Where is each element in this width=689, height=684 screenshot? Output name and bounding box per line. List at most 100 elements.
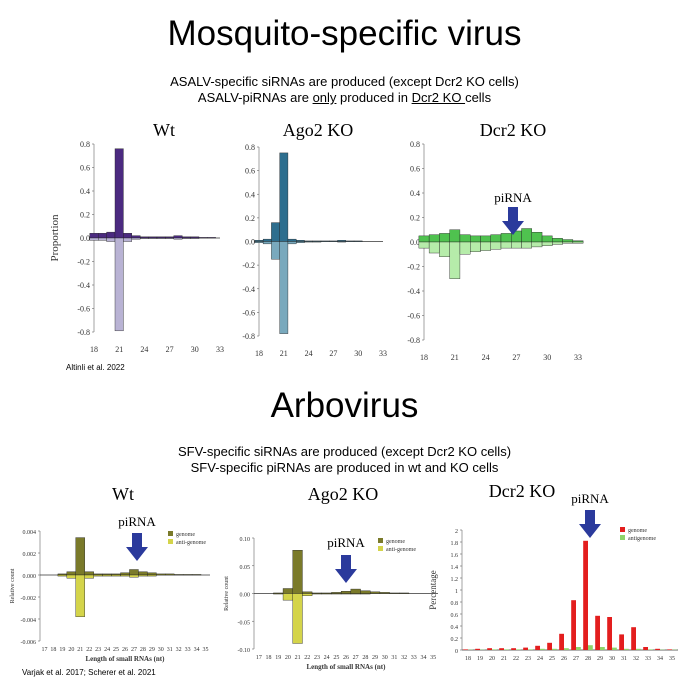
wt_bottom-xlabel: Length of small RNAs (nt) xyxy=(86,655,166,663)
ago2_bottom-legend-label-1: anti-genome xyxy=(386,547,416,553)
dcr2_top-bar-pos-29 xyxy=(531,231,543,243)
dcr2_bottom-legend-label-1: antigenome xyxy=(628,536,656,542)
dcr2_bottom-xtick-3: 21 xyxy=(501,656,507,662)
wt_top-bar-neg-26 xyxy=(156,237,166,239)
ago2_top-ytick-2: 0.4 xyxy=(245,190,255,199)
bottom-citation: Varjak et al. 2017; Scherer et al. 2021 xyxy=(22,668,156,677)
wt_top-ytick-4: 0.0 xyxy=(80,234,90,243)
dcr2_top-ytick-4: 0.0 xyxy=(410,238,420,247)
ago2_bottom-ytick-0: 0.10 xyxy=(240,537,251,543)
dcr2_bottom-xtick-17: 35 xyxy=(669,656,675,662)
dcr2_bottom-bar-antigenome-25 xyxy=(552,648,557,650)
ago2_top-bar-neg-18 xyxy=(254,241,264,243)
dcr2_top-bar-pos-20 xyxy=(439,233,450,243)
ago2_top-bar-pos-20 xyxy=(271,222,280,242)
wt_top-bar-pos-28 xyxy=(173,235,183,239)
ago2_bottom-legend-label-0: genome xyxy=(386,539,405,545)
wt_bottom-legend-swatch-1 xyxy=(168,539,173,544)
wt_bottom-bar-neg-27 xyxy=(129,574,139,578)
dcr2_bottom-bar-genome-30 xyxy=(607,617,612,650)
ago2_bottom-xtick-5: 22 xyxy=(304,655,310,661)
wt_bottom-xtick-0: 17 xyxy=(41,647,47,653)
dcr2_top-pirna-label: piRNA xyxy=(494,190,532,205)
ago2_top-ytick-1: 0.6 xyxy=(245,167,255,176)
ago2_bottom-ytick-3: -0.05 xyxy=(238,620,251,626)
wt_bottom-xtick-2: 19 xyxy=(59,647,65,653)
wt_bottom-xtick-1: 18 xyxy=(50,647,56,653)
dcr2_top-bar-pos-19 xyxy=(428,234,440,243)
dcr2_bottom-bar-genome-28 xyxy=(583,540,588,650)
ago2_bottom-ytick-4: -0.10 xyxy=(238,648,251,654)
wt_bottom-xtick-6: 23 xyxy=(95,647,101,653)
ago2_bottom-bar-neg-25 xyxy=(331,593,342,595)
wt_bottom-bar-pos-34 xyxy=(191,574,202,576)
ago2_top-ytick-7: -0.6 xyxy=(242,308,255,317)
ago2_bottom-bar-neg-21 xyxy=(292,593,303,644)
dcr2_top-bar-neg-24 xyxy=(480,241,491,251)
dcr2_top-bar-neg-18 xyxy=(418,241,430,249)
wt_bottom-ytick-0: 0.004 xyxy=(23,530,37,536)
wt_bottom-xtick-16: 33 xyxy=(185,647,191,653)
dcr2_bottom-bar-antigenome-26 xyxy=(564,648,569,650)
ago2_bottom-pirna-label: piRNA xyxy=(327,535,365,550)
wt_bottom-legend-swatch-0 xyxy=(168,531,173,536)
dcr2_bottom-ytick-5: 1 xyxy=(455,589,458,595)
wt_top-bar-pos-20 xyxy=(106,231,116,239)
dcr2_top-ytick-3: 0.2 xyxy=(410,214,420,223)
dcr2_bottom-bar-antigenome-32 xyxy=(636,648,641,650)
ago2_bottom-xlabel: Length of small RNAs (nt) xyxy=(307,663,387,671)
wt_top-ytick-1: 0.6 xyxy=(80,164,90,173)
wt_top-bar-neg-28 xyxy=(173,237,183,240)
top-subtitle-2: ASALV-piRNAs are only produced in Dcr2 K… xyxy=(0,90,689,106)
top-subtitle-2-u1: only xyxy=(312,90,337,105)
top-citation: Altinli et al. 2022 xyxy=(66,363,125,372)
dcr2_bottom-bar-antigenome-22 xyxy=(516,649,521,650)
wt_top-ylabel: Proportion xyxy=(49,214,61,262)
dcr2_top-xtick-0: 18 xyxy=(420,353,428,362)
dcr2_bottom-xtick-11: 29 xyxy=(597,656,603,662)
dcr2_bottom-ytick-8: 0.4 xyxy=(451,625,459,631)
dcr2_bottom-xtick-1: 19 xyxy=(477,656,483,662)
dcr2_bottom-ytick-1: 1.8 xyxy=(451,541,459,547)
wt_top-bar-neg-20 xyxy=(106,237,116,242)
wt_bottom-xtick-9: 26 xyxy=(122,647,128,653)
ago2_top-bar-neg-20 xyxy=(271,241,280,260)
dcr2_top-ytick-5: -0.2 xyxy=(407,263,420,272)
dcr2_top-bar-pos-24 xyxy=(480,235,491,243)
dcr2_top-bar-pos-30 xyxy=(541,235,553,243)
dcr2_top-xtick-5: 33 xyxy=(574,353,582,362)
wt_bottom-bar-neg-29 xyxy=(147,574,157,577)
wt_bottom-ytick-1: 0.002 xyxy=(23,552,37,558)
dcr2_bottom-bar-genome-27 xyxy=(571,600,576,650)
ago2_top-bar-neg-25 xyxy=(312,241,322,243)
ago2_bottom-xtick-18: 35 xyxy=(430,655,436,661)
ago2_top-ytick-4: 0.0 xyxy=(245,238,255,247)
dcr2_top-bar-neg-22 xyxy=(459,241,471,255)
ago2_bottom-bar-pos-29 xyxy=(370,591,381,594)
dcr2_bottom-pirna-arrow xyxy=(579,510,601,538)
ago2_bottom-xtick-4: 21 xyxy=(295,655,301,661)
top-title: Mosquito-specific virus xyxy=(167,14,522,53)
dcr2_bottom-bar-genome-32 xyxy=(631,627,636,650)
dcr2_bottom-bar-genome-34 xyxy=(655,648,660,650)
wt_bottom-pirna-label: piRNA xyxy=(118,514,156,529)
dcr2_top-bar-neg-32 xyxy=(562,241,574,244)
dcr2_bottom-pirna-arrow-head xyxy=(579,524,601,538)
dcr2_bottom-bar-genome-21 xyxy=(499,648,504,650)
wt_bottom-xtick-5: 22 xyxy=(86,647,92,653)
dcr2_top-ytick-2: 0.4 xyxy=(410,189,420,198)
ago2_bottom-bar-neg-22 xyxy=(302,593,313,596)
dcr2_top-bar-pos-28 xyxy=(521,228,532,243)
ago2_bottom-xtick-12: 29 xyxy=(372,655,378,661)
top-subtitle-2-u2: Dcr2 KO xyxy=(411,90,466,105)
wt_bottom-bar-neg-22 xyxy=(84,574,94,579)
dcr2_bottom-bar-antigenome-20 xyxy=(492,649,497,650)
dcr2_bottom-pirna-label: piRNA xyxy=(571,491,609,506)
ago2_top-bar-neg-24 xyxy=(304,241,313,243)
dcr2_bottom-ytick-7: 0.6 xyxy=(451,613,459,619)
wt_bottom-bar-neg-24 xyxy=(102,574,112,577)
wt_bottom-bar-neg-20 xyxy=(66,574,76,579)
top-subtitle-1: ASALV-specific siRNAs are produced (exce… xyxy=(170,74,519,89)
dcr2_bottom-bar-genome-23 xyxy=(523,647,528,650)
ago2_top-xtick-2: 24 xyxy=(305,349,313,358)
